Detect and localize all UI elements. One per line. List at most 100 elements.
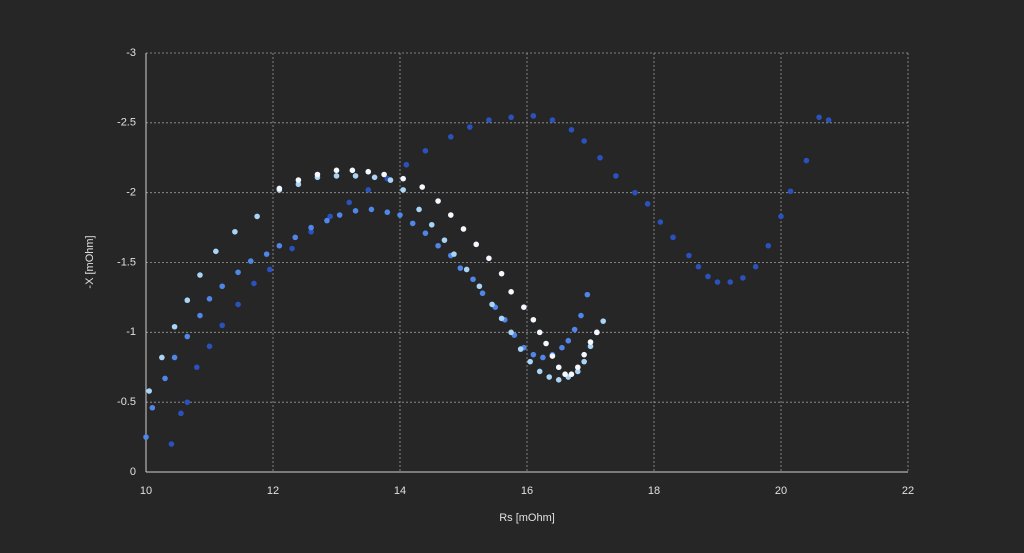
point: [276, 242, 283, 249]
point: [419, 184, 426, 190]
point: [555, 377, 562, 383]
point: [803, 157, 810, 164]
point: [597, 154, 603, 161]
point: [232, 228, 238, 235]
point: [644, 201, 651, 207]
point: [197, 272, 203, 278]
point: [403, 161, 410, 168]
point: [727, 279, 733, 285]
point: [314, 171, 321, 178]
point: [543, 340, 549, 347]
point: [632, 189, 638, 196]
point: [568, 127, 575, 133]
point: [159, 354, 165, 361]
point: [171, 354, 178, 361]
point: [460, 226, 467, 232]
point: [613, 173, 619, 179]
x-tick-label: 22: [902, 485, 914, 497]
point: [587, 343, 594, 350]
point: [521, 304, 527, 310]
point: [559, 344, 565, 351]
point: [168, 441, 175, 447]
point: [206, 296, 213, 302]
point: [657, 219, 664, 225]
point: [333, 173, 340, 179]
point: [422, 147, 429, 154]
x-tick-label: 14: [394, 485, 406, 497]
point: [235, 269, 241, 276]
point: [740, 275, 746, 281]
point: [146, 388, 152, 394]
point: [571, 326, 578, 333]
point: [530, 113, 537, 119]
point: [263, 251, 270, 257]
point: [508, 114, 514, 121]
point: [365, 187, 372, 193]
point: [416, 206, 422, 213]
point: [714, 279, 721, 285]
point: [349, 167, 356, 174]
point: [448, 134, 454, 140]
point: [194, 364, 200, 371]
point: [549, 117, 556, 123]
y-tick-label: -3: [126, 47, 136, 59]
point: [457, 265, 464, 271]
point: [486, 255, 492, 262]
x-tick-label: 20: [775, 485, 787, 497]
point: [400, 187, 406, 193]
point: [536, 329, 543, 336]
point: [787, 188, 794, 195]
point: [486, 117, 492, 123]
point: [276, 185, 283, 192]
point: [463, 266, 470, 273]
point: [308, 228, 314, 235]
point: [584, 291, 591, 298]
point: [251, 280, 257, 287]
point: [213, 248, 219, 255]
point: [498, 315, 505, 322]
point: [381, 171, 387, 178]
point: [581, 358, 587, 365]
y-tick-label: -1: [126, 326, 136, 338]
point: [346, 199, 353, 206]
point: [530, 316, 537, 323]
point: [508, 289, 514, 295]
point: [365, 168, 372, 175]
point: [352, 173, 359, 179]
point: [686, 252, 692, 259]
point: [568, 371, 575, 378]
point: [295, 181, 302, 188]
point: [825, 117, 832, 123]
point: [409, 220, 416, 227]
y-tick-label: -2: [126, 187, 136, 199]
point: [295, 177, 302, 183]
point: [489, 301, 495, 308]
point: [816, 114, 822, 121]
point: [565, 337, 572, 344]
point: [308, 224, 314, 231]
point: [555, 364, 562, 371]
x-tick-label: 18: [648, 485, 660, 497]
point: [171, 323, 178, 330]
y-tick-label: -1.5: [117, 256, 136, 268]
point: [219, 322, 225, 329]
point: [333, 167, 340, 174]
point: [441, 237, 448, 243]
point: [435, 242, 441, 249]
point: [324, 217, 330, 224]
x-tick-label: 10: [140, 485, 152, 497]
point: [581, 138, 587, 144]
point: [422, 230, 429, 236]
point: [162, 375, 168, 382]
point: [397, 212, 403, 218]
point: [536, 368, 543, 375]
point: [143, 434, 149, 440]
point: [206, 343, 213, 350]
x-tick-label: 16: [521, 485, 533, 497]
point: [546, 374, 553, 380]
point: [327, 213, 333, 220]
x-tick-label: 12: [267, 485, 279, 497]
point: [530, 351, 537, 358]
point: [470, 276, 476, 283]
